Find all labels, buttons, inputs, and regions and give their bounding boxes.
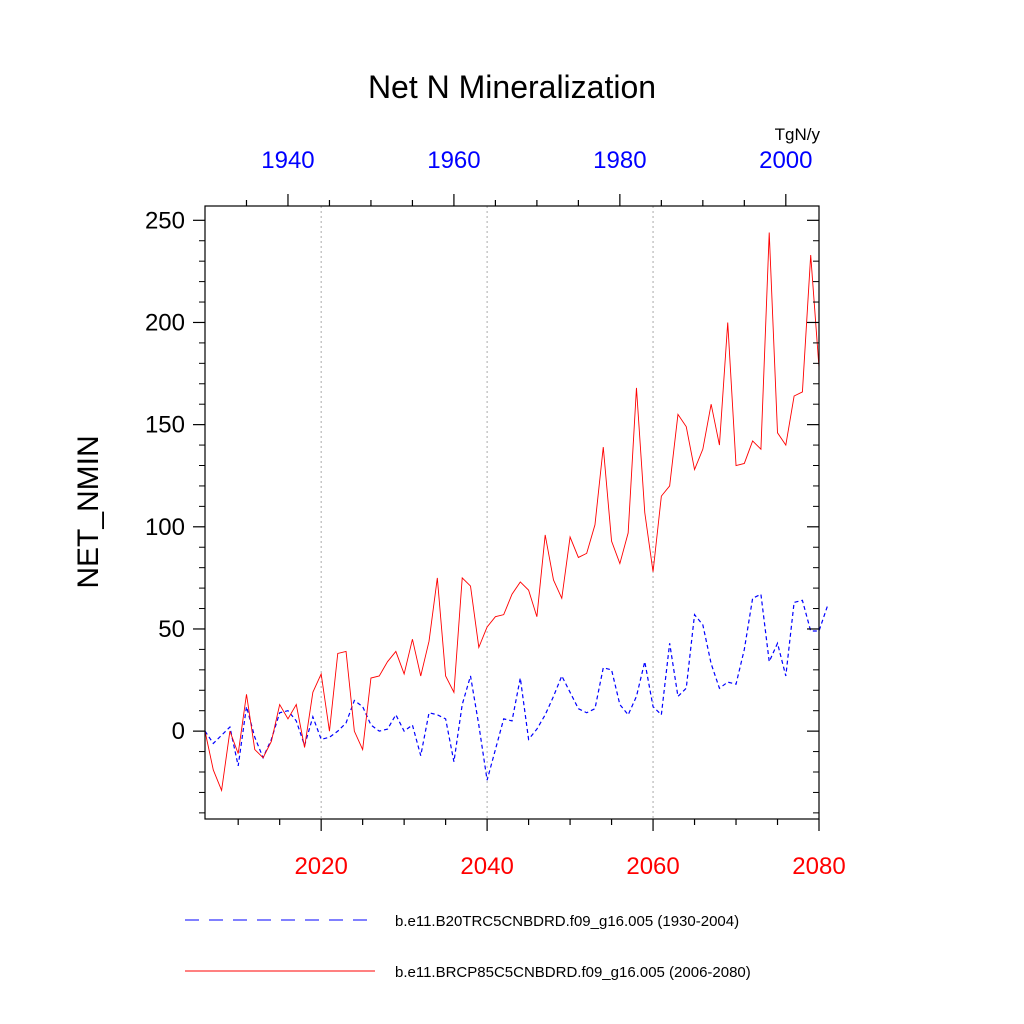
x-top-tick-label-1940: 1940 [261, 147, 314, 174]
y-axis-label: NET_NMIN [72, 435, 105, 588]
legend-label-historical: b.e11.B20TRC5CNBDRD.f09_g16.005 (1930-20… [395, 913, 739, 930]
y-tick-label-150: 150 [145, 412, 185, 439]
plot-frame [204, 205, 820, 820]
gridlines [320, 206, 654, 819]
series-line-rcp85 [204, 232, 820, 793]
x-bottom-tick-label-2080: 2080 [792, 853, 845, 880]
x-bottom-tick-label-2020: 2020 [294, 853, 347, 880]
legend-label-rcp85: b.e11.BRCP85C5CNBDRD.f09_g16.005 (2006-2… [395, 964, 751, 981]
x-top-tick-label-1960: 1960 [427, 147, 480, 174]
y-tick-label-0: 0 [172, 718, 185, 745]
x-bottom-tick-label-2040: 2040 [460, 853, 513, 880]
y-tick-label-100: 100 [145, 514, 185, 541]
chart-title: Net N Mineralization [368, 69, 656, 105]
x-bottom-tick-label-2060: 2060 [626, 853, 679, 880]
x-top-tick-label-1980: 1980 [593, 147, 646, 174]
series-layer [204, 232, 828, 793]
units-label: TgN/y [775, 125, 821, 144]
y-tick-label-250: 250 [145, 207, 185, 234]
y-tick-label-50: 50 [158, 616, 185, 643]
y-tick-label-200: 200 [145, 309, 185, 336]
axes: 0 50 100 150 200 250 2020 2040 2060 2080 1940 1960 1… [145, 147, 846, 880]
x-top-tick-label-2000: 2000 [759, 147, 812, 174]
series-line-historical [204, 593, 828, 781]
legend: b.e11.B20TRC5CNBDRD.f09_g16.005 (1930-20… [185, 913, 751, 981]
